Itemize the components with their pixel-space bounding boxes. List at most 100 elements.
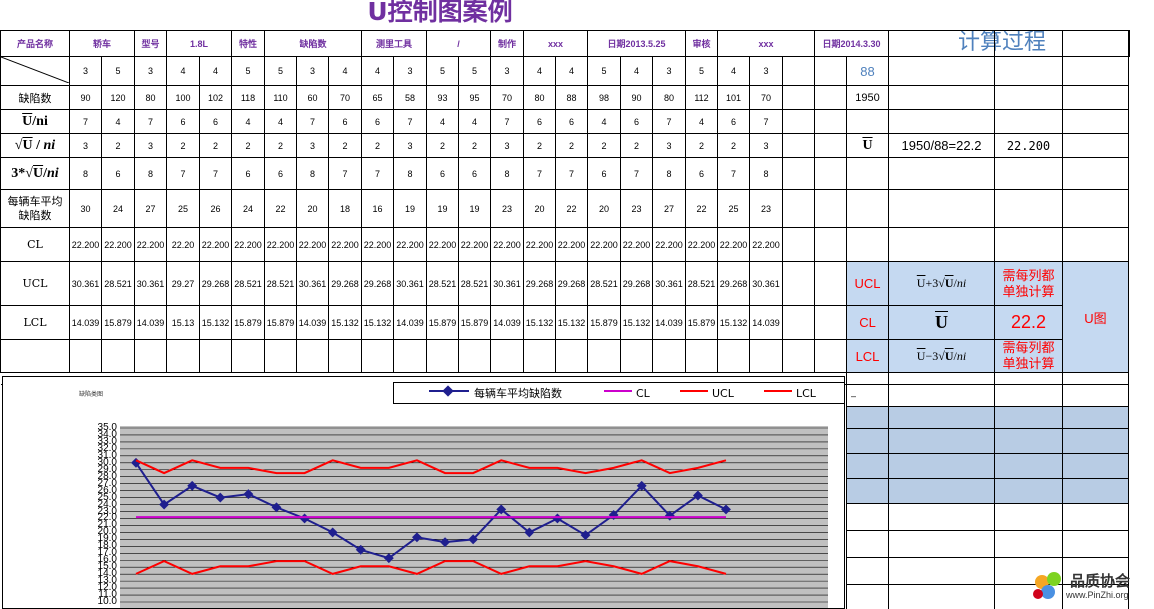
sqrt-cell: 2 (587, 133, 621, 158)
calc-blank (1062, 428, 1129, 454)
calc-blank-h1 (888, 30, 995, 57)
ucl-cell: 29.268 (523, 261, 556, 306)
cl-cell: 22.200 (749, 227, 783, 262)
avg-cell: 24 (101, 189, 135, 228)
empty-cell (814, 339, 847, 373)
ucl-cell: 29.268 (328, 261, 362, 306)
three_sqrt-cell: 6 (231, 157, 265, 190)
n-cell: 4 (717, 56, 750, 86)
lcl-cell: 15.132 (328, 305, 362, 340)
calc-blank (1062, 384, 1129, 407)
avg-cell: 27 (134, 189, 167, 228)
calc-blank (994, 406, 1063, 429)
calc-blank (888, 372, 995, 385)
lcl-cell: 14.039 (490, 305, 524, 340)
calc-blank (994, 384, 1063, 407)
empty-cell (199, 339, 232, 373)
calc-cl-value: 22.2 (994, 305, 1063, 340)
calc-blank (846, 428, 889, 454)
y-tick-label: 15.0 (97, 561, 117, 573)
avg-cell: 20 (587, 189, 621, 228)
calc-blank (1062, 453, 1129, 479)
y-tick-label: 25.0 (97, 491, 117, 503)
u_over_ni-cell: 4 (685, 109, 718, 134)
calc-cl-formula: U (888, 305, 995, 340)
empty-cell (782, 157, 815, 190)
calc-blank (888, 157, 995, 190)
empty-cell (231, 339, 265, 373)
n-cell: 4 (199, 56, 232, 86)
avg-cell: 25 (717, 189, 750, 228)
sqrt-cell: 3 (490, 133, 524, 158)
n-cell: 4 (523, 56, 556, 86)
sqrt-cell: 2 (166, 133, 200, 158)
sqrt-cell: 2 (264, 133, 297, 158)
logo-text: 品质协会 (1070, 572, 1131, 590)
empty-cell (652, 339, 686, 373)
empty-cell (782, 305, 815, 340)
ucl-cell: 29.268 (620, 261, 653, 306)
lcl-cell: 15.132 (717, 305, 750, 340)
cl-cell: 22.200 (620, 227, 653, 262)
three_sqrt-cell: 6 (685, 157, 718, 190)
lcl-cell: 15.132 (555, 305, 588, 340)
u_over_ni-cell: 7 (749, 109, 783, 134)
cl-cell: 22.200 (393, 227, 427, 262)
n-cell: 4 (166, 56, 200, 86)
diagonal-line-icon (1, 57, 69, 84)
calc-blank (846, 189, 889, 228)
legend-swatch-cl (604, 390, 632, 392)
three_sqrt-cell: 8 (393, 157, 427, 190)
avg-cell: 20 (523, 189, 556, 228)
ucl-cell: 30.361 (490, 261, 524, 306)
sqrt-cell: 2 (620, 133, 653, 158)
u_over_ni-cell: 7 (490, 109, 524, 134)
calc-blank (846, 227, 889, 262)
calc-lcl-note: 需每列都 单独计算 (994, 339, 1063, 373)
calc-blank (994, 109, 1063, 134)
defects-cell: 93 (426, 85, 459, 110)
n-cell: 5 (231, 56, 265, 86)
y-tick-label: 11.0 (98, 589, 117, 601)
data-point (721, 504, 731, 515)
n-cell: 3 (69, 56, 102, 86)
n-cell: 5 (587, 56, 621, 86)
legend-label-avg: 每辆车平均缺陷数 (474, 387, 562, 400)
legend-marker-avg (442, 385, 454, 397)
three_sqrt-cell: 8 (134, 157, 167, 190)
maker-label: 制作 (490, 30, 524, 57)
avg-cell: 22 (264, 189, 297, 228)
empty-cell (523, 339, 556, 373)
n-cell: 4 (328, 56, 362, 86)
sqrt-cell: 3 (652, 133, 686, 158)
three_sqrt-cell: 8 (296, 157, 329, 190)
date-made: 日期2013.5.25 (587, 30, 686, 57)
ubar-symbol: U (846, 133, 889, 158)
sqrt-cell: 2 (199, 133, 232, 158)
calc-blank (846, 503, 889, 531)
empty-cell (361, 339, 394, 373)
u_over_ni-cell: 6 (620, 109, 653, 134)
calc-blank (888, 478, 995, 504)
data-table: 产品名称 轿车 型号 1.8L 特性 缺陷数 测里工具 / 制作 xxx 日期2013.5.25 审核… (0, 30, 1130, 609)
data-point (664, 510, 675, 521)
feature: 缺陷数 (264, 30, 362, 57)
calc-blank (1062, 157, 1129, 190)
legend-swatch-lcl (764, 390, 792, 392)
empty-cell (782, 133, 815, 158)
calc-ucl-note: 需每列都 单独计算 (994, 261, 1063, 306)
calc-blank (846, 478, 889, 504)
y-tick-label: 21.0 (97, 519, 117, 531)
avg-cell: 23 (490, 189, 524, 228)
empty-cell (717, 339, 750, 373)
three_sqrt-cell: 7 (199, 157, 232, 190)
calc-blank (846, 157, 889, 190)
calc-lcl-formula: U−3√U/ni (888, 339, 995, 373)
calc-blank (1062, 56, 1129, 86)
empty-cell (782, 339, 815, 373)
calc-blank (1062, 109, 1129, 134)
avg-cell: 19 (458, 189, 491, 228)
model: 1.8L (166, 30, 232, 57)
empty-cell (620, 339, 653, 373)
y-tick-label: 22.0 (97, 512, 117, 524)
